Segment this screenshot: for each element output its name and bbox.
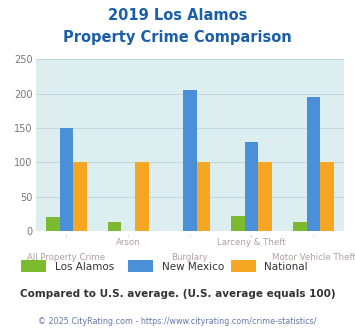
- Bar: [108, 222, 121, 231]
- Bar: [307, 97, 320, 231]
- Bar: [320, 162, 334, 231]
- Text: Motor Vehicle Theft: Motor Vehicle Theft: [272, 253, 355, 262]
- Bar: [73, 162, 87, 231]
- Bar: [293, 222, 307, 231]
- Text: Los Alamos: Los Alamos: [55, 262, 114, 272]
- Bar: [60, 128, 73, 231]
- Text: Arson: Arson: [116, 238, 141, 247]
- Text: Property Crime Comparison: Property Crime Comparison: [63, 30, 292, 45]
- Bar: [197, 162, 210, 231]
- Bar: [245, 142, 258, 231]
- Text: New Mexico: New Mexico: [162, 262, 224, 272]
- Text: Compared to U.S. average. (U.S. average equals 100): Compared to U.S. average. (U.S. average …: [20, 289, 335, 299]
- Bar: [46, 217, 60, 231]
- Bar: [258, 162, 272, 231]
- Bar: [135, 162, 148, 231]
- Text: All Property Crime: All Property Crime: [27, 253, 105, 262]
- Bar: [231, 216, 245, 231]
- Text: National: National: [264, 262, 308, 272]
- Text: 2019 Los Alamos: 2019 Los Alamos: [108, 8, 247, 23]
- Text: © 2025 CityRating.com - https://www.cityrating.com/crime-statistics/: © 2025 CityRating.com - https://www.city…: [38, 317, 317, 326]
- Text: Burglary: Burglary: [171, 253, 208, 262]
- Text: Larceny & Theft: Larceny & Theft: [217, 238, 286, 247]
- Bar: [183, 90, 197, 231]
